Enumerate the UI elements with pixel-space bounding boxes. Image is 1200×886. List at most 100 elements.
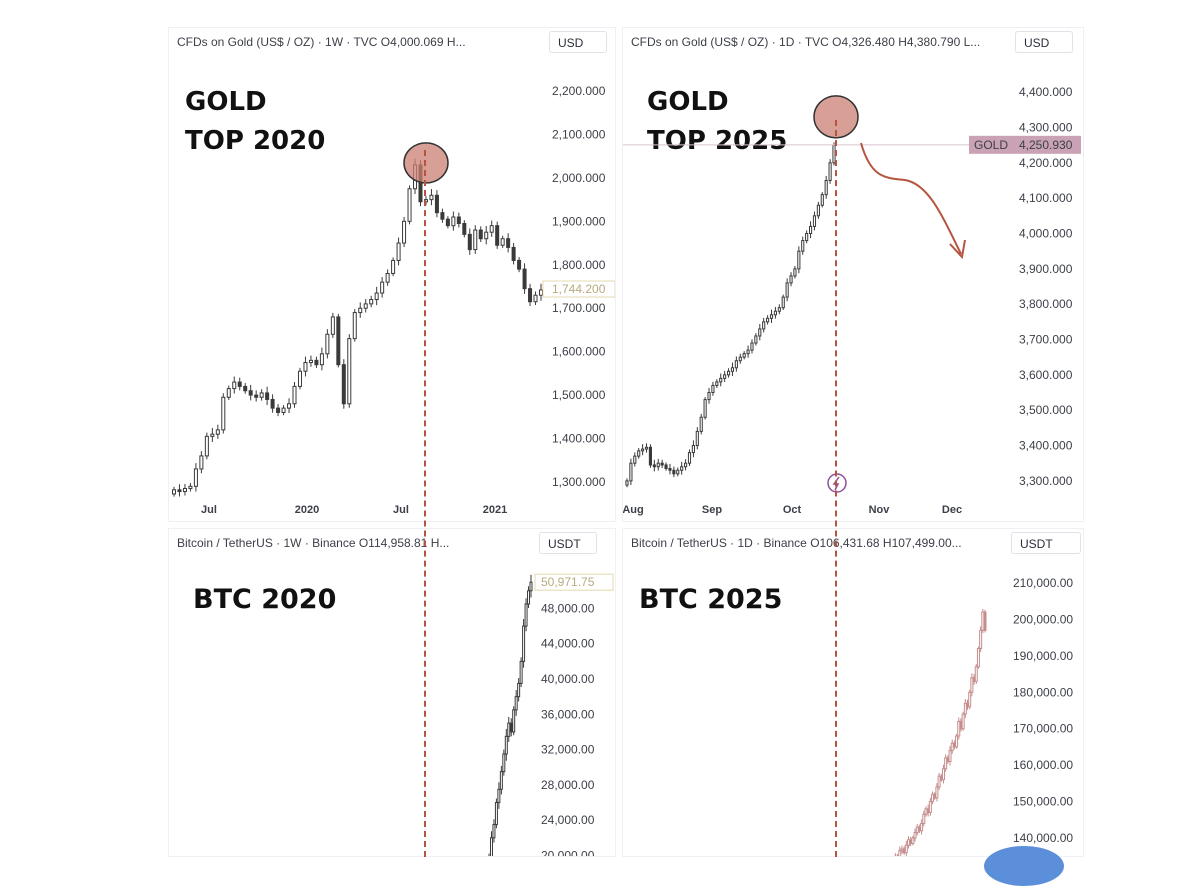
candle-32	[347, 334, 352, 408]
candle-39	[385, 269, 390, 286]
candle-body-40	[391, 259, 396, 274]
candle-body-41	[396, 242, 401, 261]
candle-body-15	[524, 603, 528, 627]
candle-11	[668, 463, 672, 475]
candle-17	[529, 574, 533, 598]
candle-body-22	[937, 775, 941, 788]
candle-body-11	[232, 381, 237, 390]
candle-body-20	[703, 399, 707, 418]
candle-9	[509, 718, 513, 737]
candle-15	[254, 390, 259, 402]
candle-body-59	[495, 225, 500, 246]
candle-40	[976, 646, 980, 669]
candle-body-41	[979, 629, 983, 650]
candle-body-39	[974, 666, 978, 682]
candle-28	[325, 329, 330, 359]
x-tick-label-2: Oct	[783, 504, 802, 516]
candle-7	[652, 459, 656, 472]
candle-58	[489, 220, 494, 237]
candle-41	[396, 237, 401, 266]
candle-36	[369, 295, 374, 308]
candle-body-43	[793, 268, 797, 277]
candle-body-37	[769, 314, 774, 319]
y-tick-label-7: 1,500.000	[552, 388, 606, 402]
gold-2020-currency-button[interactable]: USD	[549, 31, 607, 53]
candle-body-53	[462, 223, 467, 235]
btc-2025-candlestick-chart: 210,000.00 200,000.00 190,000.00 180,000.00…	[893, 576, 1073, 856]
gold-2020-candlestick-chart: 2,200.000 2,100.000 2,000.000 1,900.000 1,80…	[171, 84, 615, 516]
candle-8	[656, 458, 660, 471]
btc-2020-candlestick-chart: 48,000.00 44,000.00 40,000.00 36,000.00 32,0…	[488, 573, 614, 856]
candle-body-43	[407, 188, 412, 222]
candle-body-28	[325, 333, 330, 355]
candle-30	[955, 733, 959, 749]
candle-body-7	[504, 735, 508, 755]
candle-body-7	[652, 464, 656, 468]
candle-body-17	[691, 445, 695, 454]
y-tick-label-2: 4,200.000	[1019, 156, 1073, 170]
candle-12	[237, 377, 242, 391]
candle-31	[746, 345, 750, 358]
candle-body-47	[808, 225, 813, 234]
top-2025-dashed-marker-line	[835, 120, 837, 857]
partial-avatar-shape	[984, 846, 1064, 886]
candle-6	[502, 749, 506, 776]
candle-25	[308, 355, 313, 367]
candle-body-14	[248, 390, 253, 396]
candle-23	[715, 379, 719, 388]
x-tick-label-4: Dec	[942, 504, 962, 516]
btc-2025-chart-header: Bitcoin / TetherUS · 1D · Binance O106,4…	[631, 536, 962, 550]
gold-2025-currency-button[interactable]: USD	[1015, 31, 1073, 53]
candle-body-57	[484, 231, 489, 240]
candle-body-14	[680, 466, 684, 471]
candle-44	[797, 246, 801, 274]
candle-body-3	[494, 802, 498, 826]
candle-body-14	[522, 625, 526, 662]
candle-27	[948, 746, 952, 766]
candle-11	[913, 828, 917, 842]
candle-body-26	[314, 359, 319, 366]
btc-2020-chart-panel: Bitcoin / TetherUS · 1W · Binance O114,9…	[168, 528, 616, 857]
candle-body-24	[719, 377, 723, 383]
candle-body-4	[193, 468, 198, 487]
candle-16	[687, 449, 692, 466]
x-tick-label-1: 2020	[295, 504, 319, 516]
candle-3	[494, 798, 498, 829]
btc-2020-currency-button[interactable]: USDT	[539, 532, 597, 554]
candle-body-51	[451, 216, 456, 227]
down-arrow-head	[949, 239, 966, 260]
candle-body-34	[963, 702, 967, 715]
candle-24	[941, 764, 945, 784]
candle-19	[699, 413, 703, 435]
candle-42	[402, 216, 407, 248]
candle-4	[497, 782, 501, 809]
candle-body-30	[742, 353, 746, 358]
candle-40	[781, 294, 785, 310]
candle-3	[637, 448, 641, 459]
candle-6	[648, 444, 653, 468]
candle-body-21	[707, 392, 711, 401]
y-tick-label-5: 1,700.000	[552, 301, 606, 315]
candle-body-23	[715, 381, 719, 386]
candle-2	[182, 484, 187, 496]
candle-42	[789, 272, 793, 287]
candle-body-42	[402, 220, 407, 244]
candle-body-30	[336, 316, 341, 366]
candle-22	[711, 381, 715, 396]
candle-22	[937, 772, 941, 790]
gold-2020-chart-panel: CFDs on Gold (US$ / OZ) · 1W · TVC O4,00…	[168, 27, 616, 522]
candle-0	[488, 853, 490, 856]
candle-body-13	[519, 660, 523, 684]
y-tick-label-0: 4,400.000	[1019, 85, 1073, 99]
candle-49	[816, 201, 820, 219]
candle-body-4	[898, 850, 902, 856]
candle-body-55	[473, 229, 478, 251]
candle-body-36	[766, 317, 770, 323]
candle-body-37	[970, 677, 974, 693]
btc-2025-currency-button[interactable]: USDT	[1011, 532, 1081, 554]
candle-body-63	[517, 259, 522, 270]
candle-body-16	[687, 452, 692, 464]
candle-0	[625, 478, 629, 488]
candle-6	[204, 432, 209, 460]
y-tick-label-1: 44,000.00	[541, 637, 595, 651]
